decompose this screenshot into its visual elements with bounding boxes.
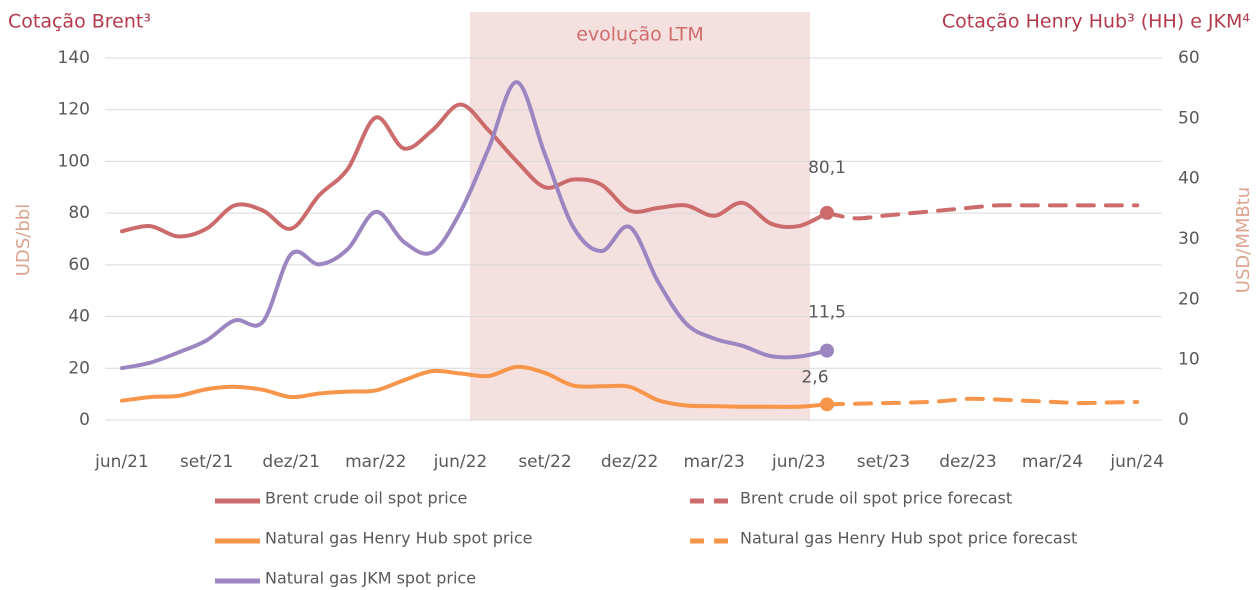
y2-tick-label: 50 [1178,108,1200,128]
y-tick-label: 100 [58,151,90,171]
x-tick-label: set/21 [180,452,233,472]
y2-tick-label: 30 [1178,229,1200,249]
x-tick-label: dez/22 [601,452,659,472]
data-label: 80,1 [808,158,846,178]
y-axis-title: UDS/bbl [13,204,34,276]
x-tick-label: dez/23 [939,452,997,472]
x-tick-label: mar/24 [1022,452,1083,472]
x-tick-label: jun/23 [771,452,826,472]
legend-label: Brent crude oil spot price forecast [740,489,1012,508]
y-tick-label: 0 [79,410,90,430]
y-tick-label: 80 [68,203,90,223]
x-tick-label: set/23 [857,452,910,472]
legend-label: Natural gas Henry Hub spot price [265,529,533,548]
x-tick-label: jun/24 [1109,452,1164,472]
y2-tick-label: 0 [1178,410,1189,430]
right-title: Cotação Henry Hub³ (HH) e JKM⁴ [942,11,1251,33]
series-line [120,102,829,239]
data-label: 2,6 [801,367,828,387]
y-tick-label: 140 [58,48,90,68]
y2-axis-title: USD/MMBtu [1233,187,1254,293]
end-marker [820,343,834,358]
x-tick-label: jun/22 [433,452,488,472]
data-label: 11,5 [808,303,846,323]
y-tick-label: 120 [58,100,90,120]
chart-title: Cotação Brent³ [8,11,151,33]
series-line [120,364,829,409]
forecast-line [825,396,1140,407]
y-tick-label: 20 [68,358,90,378]
x-tick-label: jun/21 [94,452,149,472]
legend-label: Natural gas JKM spot price [265,569,476,588]
forecast-line [825,203,1140,221]
y-tick-label: 60 [68,255,90,275]
x-tick-label: mar/23 [684,452,745,472]
legend-label: Natural gas Henry Hub spot price forecas… [740,529,1077,548]
y2-tick-label: 20 [1178,289,1200,309]
x-tick-label: set/22 [518,452,571,472]
y2-tick-label: 10 [1178,350,1200,370]
x-tick-label: mar/22 [345,452,406,472]
y2-tick-label: 60 [1178,48,1200,68]
series-line [120,80,829,371]
annotation: evolução LTM [576,24,704,46]
x-tick-label: dez/21 [262,452,320,472]
legend-label: Brent crude oil spot price [265,489,467,508]
y2-tick-label: 40 [1178,169,1200,189]
y-tick-label: 40 [68,307,90,327]
